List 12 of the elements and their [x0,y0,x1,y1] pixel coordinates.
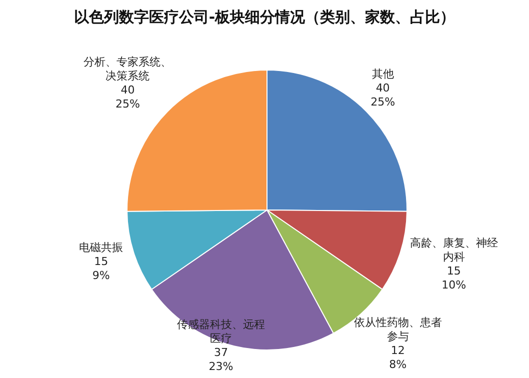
data-label: 40 25% [116,83,140,110]
chart-title: 以色列数字医疗公司-板块细分情况（类别、家数、占比） [72,8,456,27]
data-label: 15 10% [442,264,466,292]
data-label: 15 9% [92,255,110,282]
data-label: 37 23% [208,346,234,374]
data-label: 12 8% [389,344,407,372]
slice-label: 其他 [372,67,394,80]
slice-label: 分析、专家系统、决策系统 [84,55,172,82]
slice-label: 高龄、康复、神经内科 [410,236,498,264]
slice-label: 电磁共振 [79,241,124,254]
data-label: 40 25% [370,81,396,108]
slice-label: 依从性药物、患者参与 [354,316,442,344]
